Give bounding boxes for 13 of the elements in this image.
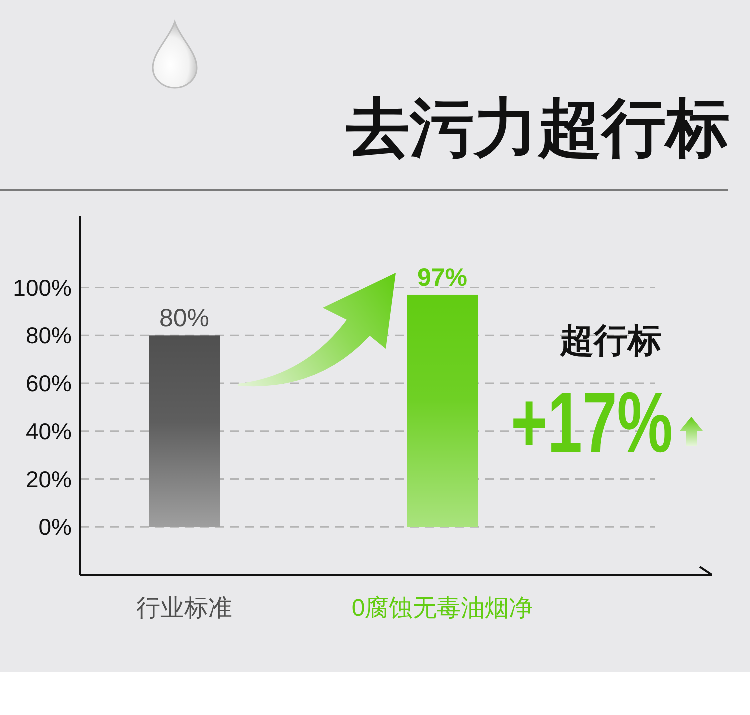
x-tick-label: 行业标准 [136, 595, 232, 622]
x-tick-label: 0腐蚀无毒油烟净 [352, 595, 534, 622]
y-tick-label: 80% [26, 322, 72, 349]
data-label: 80% [159, 304, 210, 333]
data-label: 97% [417, 264, 468, 292]
y-tick-label: 60% [26, 370, 72, 397]
annotation: 超行标 [559, 322, 662, 360]
annotation: +17% [510, 374, 674, 470]
y-tick-label: 40% [26, 418, 72, 444]
y-tick-label: 100% [13, 274, 72, 301]
chart-title: 去污力超行标 [345, 92, 730, 164]
y-tick-label: 20% [26, 466, 72, 492]
y-tick-label: 0% [38, 514, 72, 540]
